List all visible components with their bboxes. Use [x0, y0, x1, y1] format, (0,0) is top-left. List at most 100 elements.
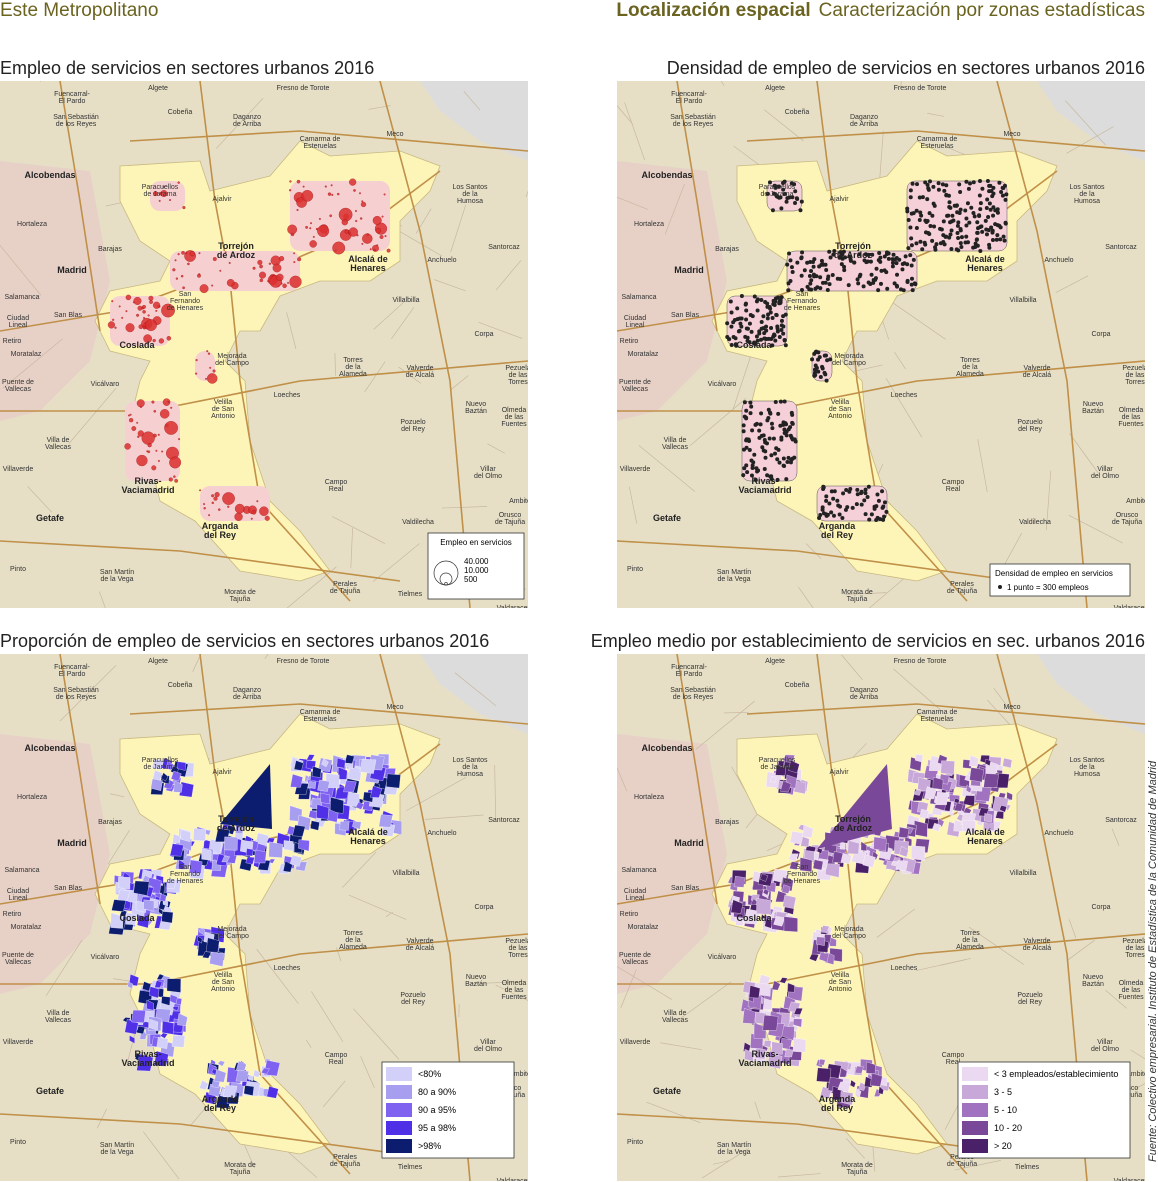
place-label: Barajas	[98, 819, 122, 826]
sector-patch	[153, 1050, 169, 1067]
employment-circle	[310, 222, 313, 225]
place-label: Alcobendas	[641, 743, 692, 753]
density-dot	[927, 211, 932, 216]
sector-patch	[764, 918, 774, 929]
place-label-line: Esteruelas	[303, 143, 337, 150]
place-label-line: Fernando	[787, 298, 817, 305]
density-dot	[809, 278, 814, 283]
minor-road	[1135, 1083, 1145, 1090]
employment-circle	[143, 334, 152, 344]
place-label-line: de la Vega	[717, 576, 750, 583]
place-label: Santorcaz	[488, 244, 520, 251]
employment-circle	[142, 304, 146, 309]
density-dot	[825, 358, 830, 363]
density-dot	[774, 312, 779, 317]
density-dot	[1000, 193, 1005, 198]
place-label: Torrejón de Ardoz	[834, 814, 873, 833]
place-label: San Sebastián de los Reyes	[670, 114, 716, 128]
place-label-line: Henares	[967, 836, 1003, 846]
minor-road	[45, 939, 83, 996]
place-label-line: Antonio	[211, 413, 235, 420]
employment-circle	[158, 199, 161, 202]
place-label-line: San	[179, 864, 192, 871]
employment-circle	[145, 319, 157, 331]
minor-road	[2, 338, 63, 389]
sector-patch	[125, 912, 137, 925]
legend-title: Densidad de empleo en servicios	[995, 569, 1113, 578]
legend-swatch	[962, 1121, 988, 1135]
density-dot	[868, 259, 873, 264]
minor-road	[415, 208, 432, 234]
place-label-line: Algete	[148, 658, 168, 665]
employment-circle	[185, 252, 188, 255]
place-label-line: de los Reyes	[56, 694, 97, 701]
employment-circle	[366, 233, 369, 236]
place-label: Ambite	[1126, 1071, 1148, 1078]
place-label-line: de las	[1126, 372, 1145, 379]
place-label-line: Valdaracete	[1114, 605, 1151, 612]
density-dot	[979, 224, 984, 229]
place-label-line: Madrid	[57, 265, 87, 275]
sector-patch	[898, 827, 910, 839]
density-dot	[741, 423, 746, 428]
place-label-line: del Olmo	[1091, 473, 1119, 480]
place-label: Corpa	[474, 904, 493, 911]
density-dot	[923, 180, 928, 185]
place-label-line: Morata de	[841, 1162, 873, 1169]
sector-patch	[758, 982, 771, 997]
sector-patch	[127, 981, 133, 989]
place-label-line: Villalbilla	[1009, 297, 1036, 304]
sector-patch	[201, 848, 212, 861]
place-label: Valdaracete	[1114, 1178, 1151, 1182]
minor-road	[876, 908, 916, 938]
minor-road	[617, 196, 649, 210]
place-label: Alcalá de Henares	[348, 827, 388, 846]
sector-patch	[293, 760, 304, 771]
employment-circle	[148, 295, 154, 301]
place-label-line: de Arriba	[850, 121, 878, 128]
density-dot	[813, 286, 818, 291]
mountain-area	[420, 81, 528, 161]
place-label-line: de la Vega	[100, 1149, 133, 1156]
place-label-line: Alcobendas	[641, 170, 692, 180]
place-label: Fuencarral-El Pardo	[54, 664, 90, 678]
density-dot	[808, 260, 813, 265]
place-label: Getafe	[36, 513, 64, 523]
sector-patch	[308, 810, 318, 820]
road	[0, 1113, 401, 1155]
sector-patch	[743, 908, 760, 925]
employment-circle	[143, 316, 146, 319]
density-dot	[771, 436, 776, 441]
sector-patch	[261, 1067, 270, 1075]
density-dot	[742, 400, 747, 405]
sector-patch	[172, 833, 181, 844]
employment-circle	[301, 190, 314, 202]
employment-circle	[182, 205, 186, 210]
place-label-line: de Ardoz	[217, 823, 256, 833]
minor-road	[495, 984, 528, 1001]
place-label: Morata de Tajuña	[841, 589, 873, 603]
minor-road	[798, 586, 814, 608]
employment-circle	[336, 192, 340, 196]
density-dot	[1003, 197, 1008, 202]
density-dot	[765, 304, 770, 309]
place-label-line: Corpa	[474, 331, 493, 338]
density-dot	[763, 336, 768, 341]
employment-circle	[287, 281, 290, 284]
density-dot	[835, 498, 840, 503]
sector-patch	[283, 860, 293, 873]
place-label-line: Real	[946, 1059, 961, 1066]
employment-circle	[128, 417, 134, 423]
density-dot	[998, 237, 1003, 242]
place-label: Hortaleza	[634, 221, 664, 228]
density-dot	[821, 484, 826, 489]
density-dot	[908, 188, 913, 193]
density-dot	[790, 195, 795, 200]
density-dot	[919, 213, 924, 218]
place-label-line: Tajuña	[230, 596, 251, 603]
employment-circle	[114, 326, 117, 329]
density-dot	[779, 328, 784, 333]
place-label-line: Torres	[343, 357, 363, 364]
place-label-line: de los Reyes	[56, 121, 97, 128]
place-label-line: de Ardoz	[217, 250, 256, 260]
